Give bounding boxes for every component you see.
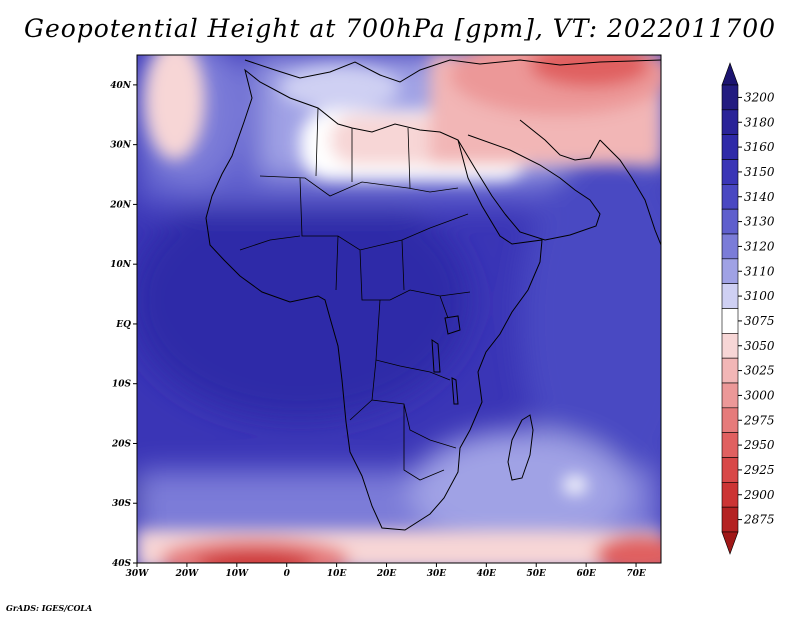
colorbar-label-3075: 3075 (744, 314, 775, 328)
colorbar-swatch-3050 (721, 333, 739, 359)
lon-label-20W: 20W (175, 569, 200, 579)
colorbar-label-2925: 2925 (743, 463, 775, 477)
field-indian-ocean (520, 140, 661, 500)
lake-tanganyika (431, 339, 441, 373)
colorbar-label-2950: 2950 (743, 438, 775, 452)
colorbar-swatch-2875 (721, 506, 739, 533)
africa-outline (205, 68, 543, 531)
colorbar-swatch-3110 (721, 258, 739, 284)
colorbar-label-3130: 3130 (744, 215, 775, 229)
lon-label-10E: 10E (327, 569, 347, 579)
india-coast (599, 139, 661, 246)
colorbar-swatch-3075 (721, 308, 739, 334)
lon-label-0: 0 (284, 569, 291, 579)
lat-label-10N: 10N (110, 260, 132, 270)
field-se-red (595, 535, 661, 563)
colorbar-swatch-3130 (721, 208, 739, 235)
colorbar-label-3160: 3160 (744, 140, 775, 154)
field-south-deep-red (195, 551, 315, 563)
colorbar-swatch-3180 (721, 109, 739, 135)
field-med-light (280, 66, 400, 110)
colorbar-label-3025: 3025 (744, 364, 775, 378)
lake-malawi (451, 377, 459, 405)
colorbar-label-2875: 2875 (743, 513, 775, 527)
colorbar-swatch-3150 (721, 159, 739, 185)
colorbar-swatch-3140 (721, 184, 739, 210)
colorbar-swatch-3100 (721, 283, 739, 309)
lake-victoria (444, 315, 461, 335)
colorbar-label-3120: 3120 (744, 239, 775, 253)
lon-label-10W: 10W (225, 569, 249, 579)
colorbar-label-3150: 3150 (744, 165, 775, 179)
longitude-axis: 30W 20W 10W 0 10E 20E 30E 40E 50E 60E 70E (126, 563, 646, 579)
lat-label-20S: 20S (111, 439, 132, 449)
lon-label-70E: 70E (626, 569, 646, 579)
field-south-indian (410, 430, 630, 550)
colorbar-swatch-3200 (721, 84, 739, 111)
colorbar-swatch-3160 (721, 134, 739, 160)
colorbar-top-arrow (721, 62, 739, 86)
colorbar-label-3180: 3180 (744, 115, 775, 129)
map-title: Geopotential Height at 700hPa [gpm], VT:… (23, 14, 777, 43)
lon-label-30E: 30E (427, 569, 447, 579)
lon-label-30W: 30W (126, 569, 150, 579)
lat-label-40N: 40N (110, 81, 132, 91)
lon-label-50E: 50E (527, 569, 547, 579)
lat-label-40S: 40S (112, 559, 132, 569)
lon-label-20E: 20E (376, 569, 397, 579)
colorbar-bottom-arrow (721, 531, 739, 555)
colorbar-label-3100: 3100 (744, 289, 775, 303)
field-nw-pink (145, 55, 205, 160)
field-core-high (137, 180, 470, 420)
lon-label-40E: 40E (477, 569, 497, 579)
grads-credit: GrADS: IGES/COLA (6, 603, 93, 613)
colorbar-swatch-2950 (721, 432, 739, 458)
europe-coast (244, 59, 661, 83)
field-ne-deep-red (530, 55, 650, 87)
arabia-coast (467, 134, 601, 241)
colorbar-swatch-2975 (721, 407, 739, 433)
lat-label-30S: 30S (112, 499, 132, 509)
coastlines (205, 59, 661, 531)
lat-label-EQ: EQ (115, 320, 131, 330)
colorbar: 3200 3180 3160 3150 3140 3130 3120 3110 3100 3075… (721, 62, 775, 555)
colorbar-swatch-3000 (721, 382, 739, 409)
latitude-axis: 40N 30N 20N 10N EQ 10S 20S 30S 40S (109, 81, 137, 569)
colorbar-swatch-2900 (721, 482, 739, 508)
colorbar-label-3200: 3200 (744, 90, 775, 104)
colorbar-label-3050: 3050 (744, 339, 775, 353)
red-sea (457, 139, 506, 215)
colorbar-label-3140: 3140 (744, 190, 775, 204)
colorbar-swatch-3120 (721, 233, 739, 260)
country-borders (239, 107, 471, 481)
colorbar-label-3110: 3110 (744, 264, 775, 278)
persian-gulf (519, 119, 601, 161)
colorbar-label-3000: 3000 (744, 388, 775, 402)
lat-label-10S: 10S (112, 380, 132, 390)
lat-label-20N: 20N (109, 200, 132, 210)
field-se-white (563, 476, 587, 494)
plot-frame (136, 54, 662, 564)
lat-label-30N: 30N (110, 141, 132, 151)
colorbar-label-2975: 2975 (743, 413, 775, 427)
colorbar-swatch-3025 (721, 357, 739, 384)
madagascar-outline (507, 414, 534, 481)
lon-label-60E: 60E (576, 569, 596, 579)
colorbar-label-2900: 2900 (743, 488, 775, 502)
colorbar-swatch-2925 (721, 457, 739, 483)
height-field (137, 55, 661, 563)
